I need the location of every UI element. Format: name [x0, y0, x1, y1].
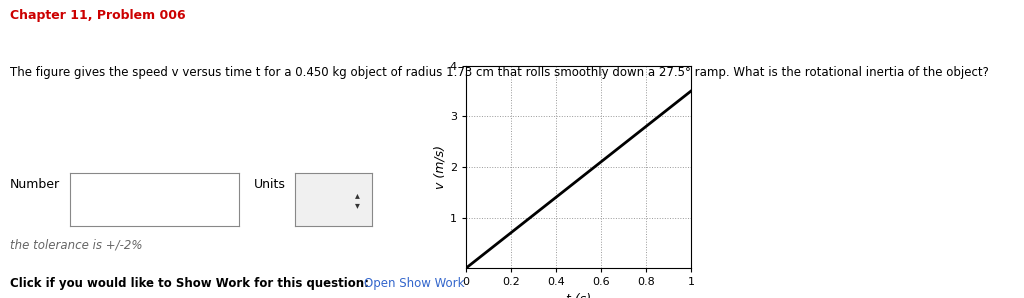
Text: Units: Units [254, 178, 286, 191]
Text: Number: Number [10, 178, 60, 191]
Text: ▴
▾: ▴ ▾ [355, 190, 360, 210]
Text: Chapter 11, Problem 006: Chapter 11, Problem 006 [10, 9, 186, 22]
Y-axis label: v (m/s): v (m/s) [434, 145, 447, 189]
Text: Click if you would like to Show Work for this question:: Click if you would like to Show Work for… [10, 277, 370, 290]
Text: The figure gives the speed v versus time t for a 0.450 kg object of radius 1.73 : The figure gives the speed v versus time… [10, 66, 989, 79]
X-axis label: t (s): t (s) [566, 293, 591, 298]
Text: Open Show Work: Open Show Work [364, 277, 464, 290]
Text: the tolerance is +/-2%: the tolerance is +/-2% [10, 238, 142, 252]
